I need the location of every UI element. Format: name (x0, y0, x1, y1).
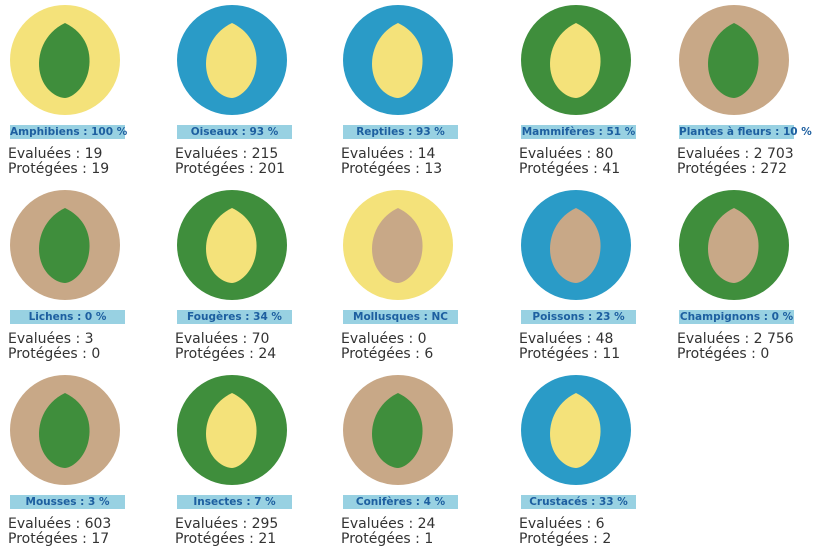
protected-count: Protégées : 19 (8, 162, 109, 177)
species-icon (341, 188, 461, 308)
species-label: Oiseaux : 93 % (177, 125, 292, 139)
evaluated-count: Evaluées : 70 (175, 332, 269, 347)
evaluated-count: Evaluées : 0 (341, 332, 427, 347)
protected-count: Protégées : 272 (677, 162, 787, 177)
species-label: Reptiles : 93 % (343, 125, 458, 139)
species-label: Crustacés : 33 % (521, 495, 636, 509)
species-icon (175, 3, 295, 123)
species-label: Insectes : 7 % (177, 495, 292, 509)
evaluated-count: Evaluées : 80 (519, 147, 613, 162)
species-label: Poissons : 23 % (521, 310, 636, 324)
species-icon (341, 373, 461, 493)
species-icon (519, 188, 639, 308)
protected-count: Protégées : 24 (175, 347, 276, 362)
protected-count: Protégées : 2 (519, 532, 611, 547)
protected-count: Protégées : 21 (175, 532, 276, 547)
species-icon (8, 188, 128, 308)
species-icon (175, 188, 295, 308)
protected-count: Protégées : 1 (341, 532, 433, 547)
species-icon (8, 3, 128, 123)
species-icon (677, 188, 797, 308)
evaluated-count: Evaluées : 3 (8, 332, 94, 347)
species-icon (8, 373, 128, 493)
species-icon (677, 3, 797, 123)
page: Amphibiens : 100 %Evaluées : 19Protégées… (0, 0, 819, 543)
evaluated-count: Evaluées : 48 (519, 332, 613, 347)
evaluated-count: Evaluées : 603 (8, 517, 111, 532)
protected-count: Protégées : 17 (8, 532, 109, 547)
evaluated-count: Evaluées : 2 756 (677, 332, 794, 347)
species-icon (519, 373, 639, 493)
species-label: Fougères : 34 % (177, 310, 292, 324)
evaluated-count: Evaluées : 215 (175, 147, 278, 162)
evaluated-count: Evaluées : 24 (341, 517, 435, 532)
species-label: Conifères : 4 % (343, 495, 458, 509)
protected-count: Protégées : 11 (519, 347, 620, 362)
protected-count: Protégées : 41 (519, 162, 620, 177)
species-icon (175, 373, 295, 493)
protected-count: Protégées : 6 (341, 347, 433, 362)
evaluated-count: Evaluées : 2 703 (677, 147, 794, 162)
evaluated-count: Evaluées : 295 (175, 517, 278, 532)
species-label: Mousses : 3 % (10, 495, 125, 509)
protected-count: Protégées : 201 (175, 162, 285, 177)
species-label: Mollusques : NC (343, 310, 458, 324)
protected-count: Protégées : 13 (341, 162, 442, 177)
species-icon (519, 3, 639, 123)
species-icon (341, 3, 461, 123)
protected-count: Protégées : 0 (677, 347, 769, 362)
species-label: Champignons : 0 % (679, 310, 794, 324)
species-label: Lichens : 0 % (10, 310, 125, 324)
species-label: Amphibiens : 100 % (10, 125, 125, 139)
evaluated-count: Evaluées : 19 (8, 147, 102, 162)
protected-count: Protégées : 0 (8, 347, 100, 362)
evaluated-count: Evaluées : 6 (519, 517, 605, 532)
evaluated-count: Evaluées : 14 (341, 147, 435, 162)
species-label: Plantes à fleurs : 10 % (679, 125, 794, 139)
species-label: Mammifères : 51 % (521, 125, 636, 139)
